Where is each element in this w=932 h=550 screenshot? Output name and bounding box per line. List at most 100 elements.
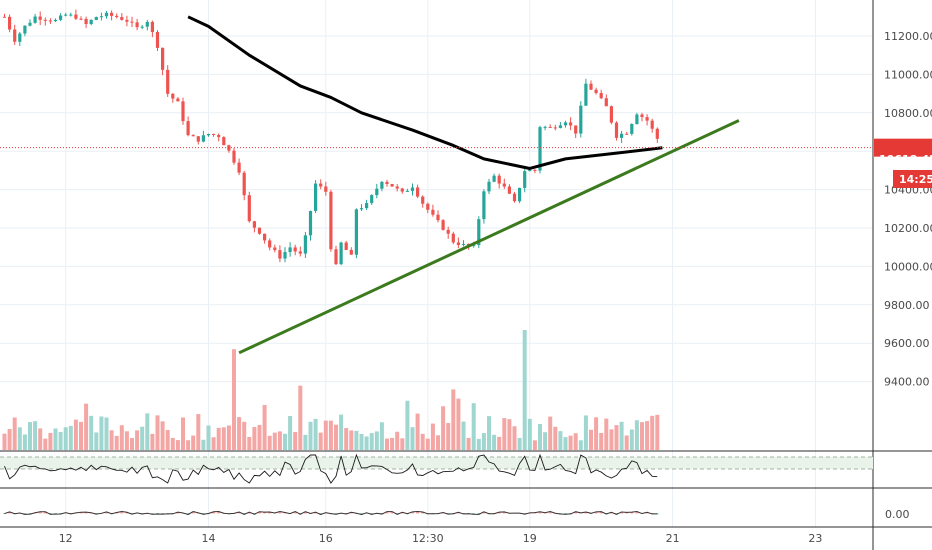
volume-bar — [303, 434, 308, 450]
volume-bar — [53, 428, 58, 450]
candle-body — [344, 242, 348, 250]
volume-bar — [257, 425, 262, 450]
candle-body — [2, 16, 7, 18]
candle-body — [298, 251, 302, 254]
candle-body — [502, 183, 506, 187]
candle-body — [625, 133, 629, 135]
candle-body — [574, 125, 578, 134]
candle-body — [69, 14, 73, 16]
volume-bar — [481, 433, 486, 450]
candle-body — [584, 83, 588, 106]
candle-body — [263, 233, 267, 241]
volume-bar — [288, 415, 293, 450]
volume-bar — [522, 330, 527, 450]
oscillator-bar — [268, 511, 272, 514]
moving-average-line — [187, 15, 663, 170]
volume-bar — [283, 433, 287, 450]
candle-body — [620, 133, 624, 138]
candle-body — [558, 125, 562, 128]
volume-bar — [135, 430, 140, 450]
volume-bar — [553, 426, 558, 450]
candle-body — [528, 169, 532, 172]
volume-bar — [252, 427, 257, 450]
x-tick-label: 23 — [808, 532, 822, 545]
candle-body — [329, 191, 333, 250]
volume-bar — [216, 427, 221, 450]
candle-body — [410, 187, 415, 191]
candle-body — [594, 89, 598, 93]
volume-bar — [395, 431, 400, 450]
volume-bar — [242, 421, 247, 450]
volume-bar — [160, 421, 165, 450]
volume-bar — [645, 421, 650, 450]
volume-bar — [354, 430, 359, 450]
candle-body — [487, 181, 491, 192]
oscillator-bar — [84, 512, 88, 514]
volume-bar — [594, 417, 599, 450]
oscillator-bar — [594, 511, 598, 514]
volume-bar — [196, 414, 201, 450]
volume-bar — [456, 398, 461, 450]
oscillator-bar — [8, 511, 12, 514]
countdown-label: 14:25 — [899, 173, 932, 186]
candle-body — [237, 162, 241, 173]
indicator-overlays — [0, 15, 873, 355]
volume-bar — [221, 427, 226, 450]
candle-body — [206, 133, 211, 136]
oscillator-bar — [247, 512, 251, 514]
candle-body — [94, 17, 98, 20]
candle-body — [334, 249, 338, 265]
volume-bar — [578, 440, 583, 450]
volume-bar — [344, 428, 349, 450]
volume-bar — [318, 432, 323, 450]
candle-body — [171, 93, 175, 99]
candle-body — [23, 25, 27, 34]
volume-bar — [583, 415, 588, 450]
candle-body — [569, 122, 573, 126]
candle-body — [155, 32, 160, 48]
volume-bar — [624, 435, 629, 450]
oscillator-bar — [120, 511, 124, 514]
oscillator-bar — [217, 511, 221, 514]
candle-body — [492, 175, 496, 182]
volume-bar — [22, 434, 27, 450]
x-tick-label: 12 — [59, 532, 73, 545]
volume-bar — [145, 413, 150, 450]
volume-bar — [298, 385, 303, 450]
y-tick-label: 11000.00 — [884, 68, 932, 81]
oscillator-bar — [599, 511, 603, 514]
candle-body — [166, 69, 170, 94]
volume-bar — [293, 432, 298, 450]
candle-body — [395, 186, 399, 189]
volume-bar — [237, 417, 242, 450]
candle-body — [349, 249, 353, 255]
volume-bar — [507, 419, 512, 450]
oscillator-bar — [390, 511, 394, 514]
volume-bar — [155, 415, 160, 450]
oscillator-bar — [263, 512, 267, 514]
candle-body — [497, 175, 501, 184]
candle-body — [431, 209, 435, 215]
volume-bar — [487, 416, 491, 450]
candle-body — [589, 83, 593, 90]
price-badge: 10618.45 — [874, 138, 932, 166]
volume-bar — [461, 421, 466, 450]
volume-bar — [114, 435, 119, 450]
candle-body — [43, 19, 47, 21]
volume-bar — [359, 433, 364, 450]
volume-bar — [619, 421, 624, 450]
volume-bar — [502, 418, 507, 450]
oscillator-bar — [635, 511, 639, 514]
candle-body — [140, 26, 144, 28]
oscillator-bar — [105, 511, 108, 514]
volume-bar — [94, 432, 99, 450]
volume-bar — [629, 429, 634, 450]
volume-bar — [374, 431, 379, 450]
volume-bar — [436, 435, 440, 450]
candle-body — [145, 21, 149, 27]
candle-body — [426, 203, 430, 210]
volume-bar — [568, 435, 573, 450]
volume-bar — [379, 422, 384, 450]
candle-body — [523, 171, 527, 188]
